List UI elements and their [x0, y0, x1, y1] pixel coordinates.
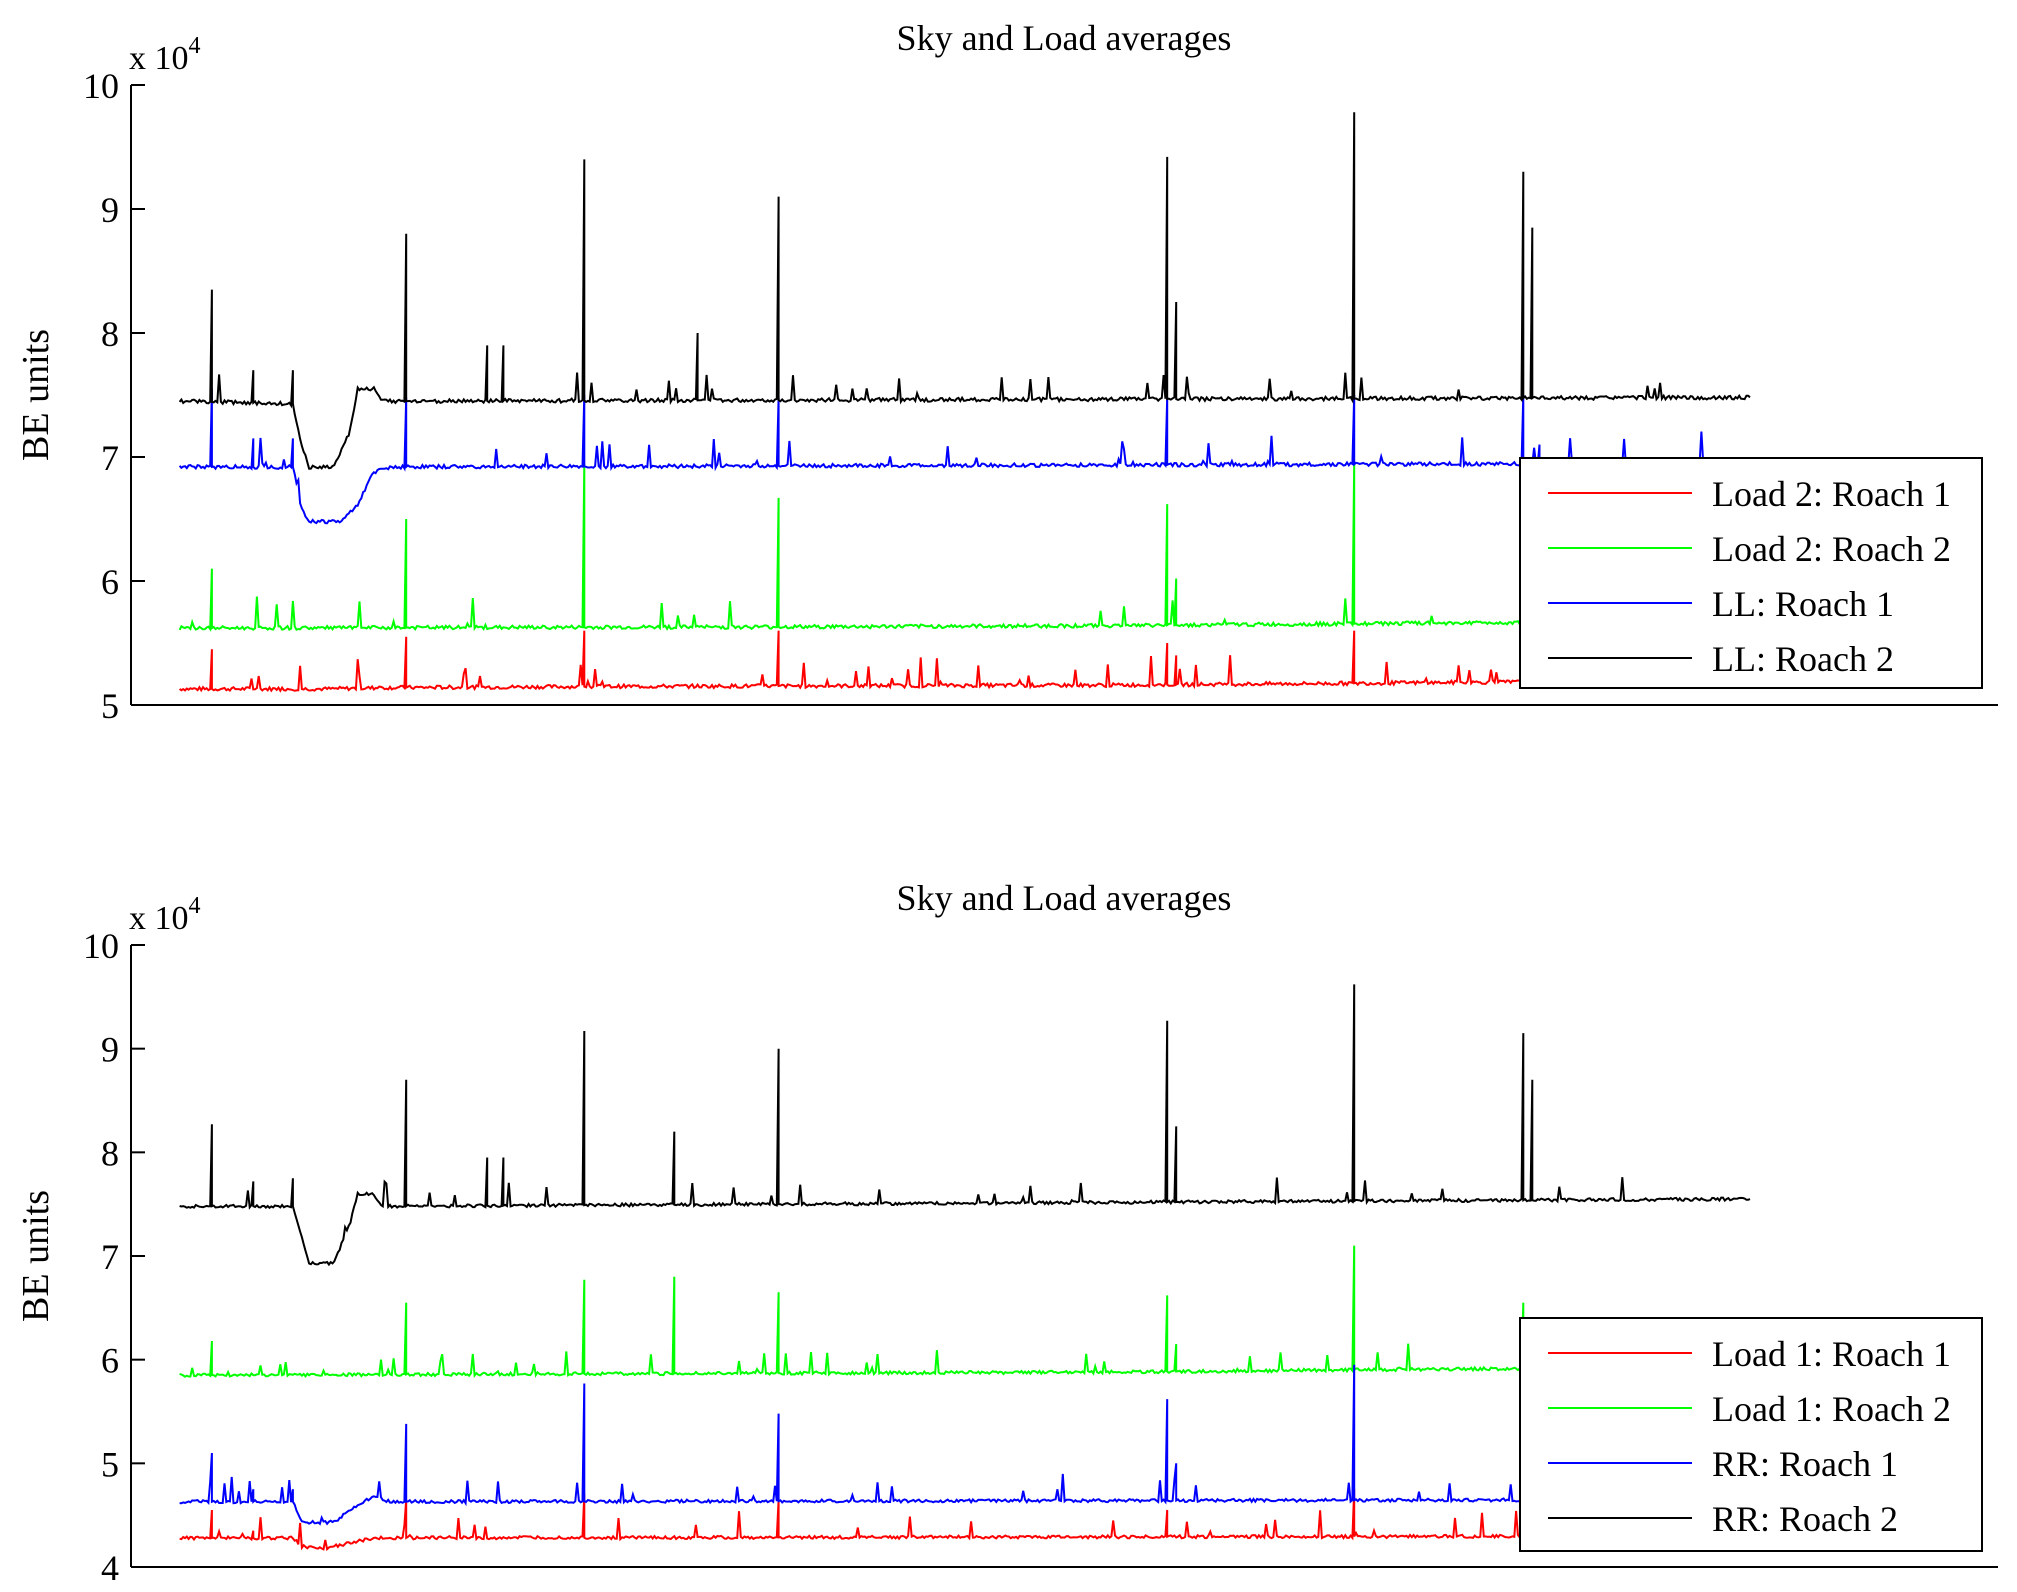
y-tick-label: 10: [83, 66, 119, 106]
y-exponent-label: x 104: [129, 893, 201, 937]
y-tick-label: 7: [101, 1237, 119, 1277]
legend: Load 2: Roach 1 Load 2: Roach 2 LL: Roach …: [1519, 457, 1983, 689]
y-tick-label: 7: [101, 438, 119, 478]
y-tick-label: 6: [101, 562, 119, 602]
legend-box: [1519, 1317, 1983, 1552]
series-line-3: [179, 1364, 1751, 1526]
legend-label: Load 1: Roach 1: [1712, 1334, 1951, 1374]
y-tick-label: 6: [101, 1341, 119, 1381]
legend-label: RR: Roach 2: [1712, 1499, 1898, 1539]
series-line-3: [178, 388, 1751, 525]
legend-label: LL: Roach 2: [1712, 639, 1894, 679]
legend-label: RR: Roach 1: [1712, 1444, 1898, 1484]
series-line-4: [179, 984, 1751, 1267]
y-tick-label: 4: [101, 1548, 119, 1588]
legend-box: [1519, 457, 1983, 689]
y-exponent-power: 4: [189, 893, 201, 919]
chart-title: Sky and Load averages: [897, 878, 1232, 918]
series-line-2: [178, 463, 1751, 632]
y-tick-label: 8: [101, 1133, 119, 1173]
legend-label: Load 2: Roach 2: [1712, 529, 1951, 569]
y-tick-label: 8: [101, 314, 119, 354]
y-tick-label: 5: [101, 1444, 119, 1484]
series-line-4: [178, 112, 1751, 470]
y-exponent-base: x 10: [129, 40, 189, 77]
legend-label: Load 1: Roach 2: [1712, 1389, 1951, 1429]
y-exponent-label: x 104: [129, 33, 201, 77]
series-line-1: [178, 630, 1751, 693]
series-line-1: [179, 1489, 1751, 1552]
y-tick-label: 9: [101, 1030, 119, 1070]
y-axis-label: BE units: [15, 329, 57, 461]
legend-label: LL: Roach 1: [1712, 584, 1894, 624]
y-tick-label: 9: [101, 190, 119, 230]
y-tick-label: 5: [101, 686, 119, 726]
y-tick-label: 10: [83, 926, 119, 966]
legend-label: Load 2: Roach 1: [1712, 474, 1951, 514]
y-exponent-base: x 10: [129, 900, 189, 937]
y-exponent-power: 4: [189, 33, 201, 59]
legend: Load 1: Roach 1 Load 1: Roach 2 RR: Roach …: [1519, 1317, 1983, 1552]
chart-title: Sky and Load averages: [897, 18, 1232, 58]
y-axis-label: BE units: [15, 1190, 57, 1322]
series-line-2: [179, 1245, 1751, 1378]
